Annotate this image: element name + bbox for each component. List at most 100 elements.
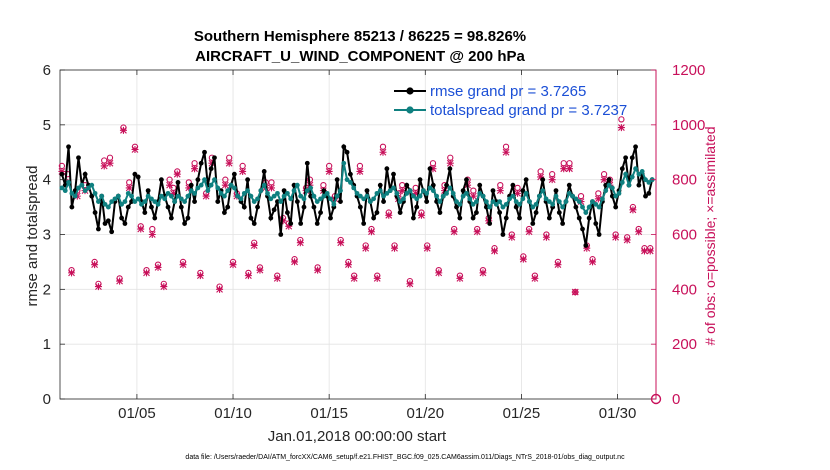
x-tick-label: 01/30 <box>599 405 637 422</box>
rmse-point <box>586 215 592 221</box>
rmse-point <box>404 182 410 188</box>
totalspread-point <box>490 199 496 205</box>
totalspread-point <box>235 193 241 199</box>
rmse-point <box>560 221 566 226</box>
totalspread-point <box>420 188 426 194</box>
rmse-point <box>613 204 619 210</box>
totalspread-point <box>62 188 68 194</box>
rmse-point <box>245 177 251 183</box>
x-tick-label: 01/15 <box>310 405 348 422</box>
obs-assimilated-point <box>417 211 425 219</box>
totalspread-point <box>470 201 476 207</box>
obs-assimilated-point <box>456 274 464 282</box>
rmse-point <box>361 221 367 226</box>
totalspread-point <box>215 185 221 191</box>
rmse-point <box>59 171 65 177</box>
rmse-point <box>202 149 207 155</box>
obs-assimilated-point <box>337 239 345 247</box>
totalspread-point <box>338 188 343 194</box>
rmse-point <box>457 215 463 221</box>
totalspread-point <box>86 185 91 191</box>
obs-assimilated-point <box>91 261 99 269</box>
rmse-point <box>225 204 231 210</box>
rmse-point <box>285 210 290 215</box>
obs-assimilated-point <box>514 189 522 197</box>
obs-assimilated-point <box>629 206 637 214</box>
rmse-point <box>195 177 201 183</box>
totalspread-point <box>566 190 572 196</box>
rmse-point <box>275 199 280 205</box>
rmse-point <box>517 215 522 221</box>
obs-assimilated-point <box>344 261 352 269</box>
obs-assimilated-point <box>169 189 177 197</box>
totalspread-point <box>401 196 406 202</box>
totalspread-point <box>165 190 171 196</box>
obs-assimilated-point <box>196 272 204 280</box>
legend-spread-label: totalspread grand pr = 3.7237 <box>430 102 627 119</box>
rmse-point <box>633 144 638 150</box>
rmse-point <box>222 210 227 215</box>
rmse-point <box>92 210 98 215</box>
totalspread-point <box>89 182 95 188</box>
obs-assimilated-point <box>398 187 406 195</box>
totalspread-point <box>178 196 184 202</box>
totalspread-point <box>285 190 290 196</box>
x-tick-label: 01/25 <box>503 405 541 422</box>
rmse-point <box>464 177 469 183</box>
obs-assimilated-point <box>291 258 299 266</box>
rmse-point <box>348 171 353 177</box>
x-tick-label: 01/10 <box>214 405 252 422</box>
obs-assimilated-point <box>508 233 516 241</box>
totalspread-point <box>397 199 403 205</box>
legend-rmse-marker <box>406 87 414 95</box>
totalspread-point <box>533 201 539 207</box>
totalspread-point <box>480 193 486 199</box>
rmse-point <box>487 221 493 226</box>
totalspread-point <box>79 182 85 188</box>
rmse-point <box>102 221 108 226</box>
rmse-point <box>391 171 396 177</box>
totalspread-point <box>288 196 294 202</box>
obs-assimilated-point <box>325 167 333 175</box>
totalspread-point <box>440 193 446 199</box>
totalspread-point <box>580 204 585 210</box>
totalspread-point <box>291 188 297 194</box>
totalspread-point <box>278 199 284 205</box>
totalspread-point <box>493 201 499 207</box>
rmse-point <box>576 215 582 221</box>
obs-assimilated-point <box>362 244 370 252</box>
totalspread-point <box>563 199 569 205</box>
obs-assimilated-point <box>148 231 156 238</box>
totalspread-point <box>268 196 274 202</box>
totalspread-point <box>66 180 71 185</box>
obs-assimilated-point <box>525 228 533 236</box>
obs-assimilated-point <box>571 288 579 296</box>
totalspread-point <box>477 190 483 196</box>
rmse-point <box>523 177 529 183</box>
obs-assimilated-point <box>548 176 556 184</box>
totalspread-point <box>344 177 350 183</box>
totalspread-point <box>119 201 125 207</box>
rmse-point <box>314 221 320 226</box>
totalspread-series <box>59 160 655 215</box>
totalspread-point <box>162 196 168 202</box>
totalspread-point <box>228 182 234 188</box>
totalspread-point <box>311 193 317 199</box>
obs-assimilated-point <box>373 274 381 282</box>
rmse-point <box>477 182 483 188</box>
totalspread-point <box>503 201 509 207</box>
obs-assimilated-point <box>435 269 443 277</box>
rmse-point <box>583 243 589 248</box>
rmse-point <box>281 188 287 194</box>
totalspread-point <box>367 199 373 205</box>
rmse-point <box>69 204 75 210</box>
totalspread-point <box>59 185 65 191</box>
totalspread-point <box>606 182 612 188</box>
totalspread-point <box>629 174 635 180</box>
obs-assimilated-point <box>412 189 420 197</box>
rmse-point <box>82 171 88 177</box>
obs-assimilated-point <box>202 192 210 200</box>
obs-assimilated-point <box>565 165 573 173</box>
y-tick-label: 2 <box>43 281 51 298</box>
obs-assimilated-point <box>166 181 174 189</box>
